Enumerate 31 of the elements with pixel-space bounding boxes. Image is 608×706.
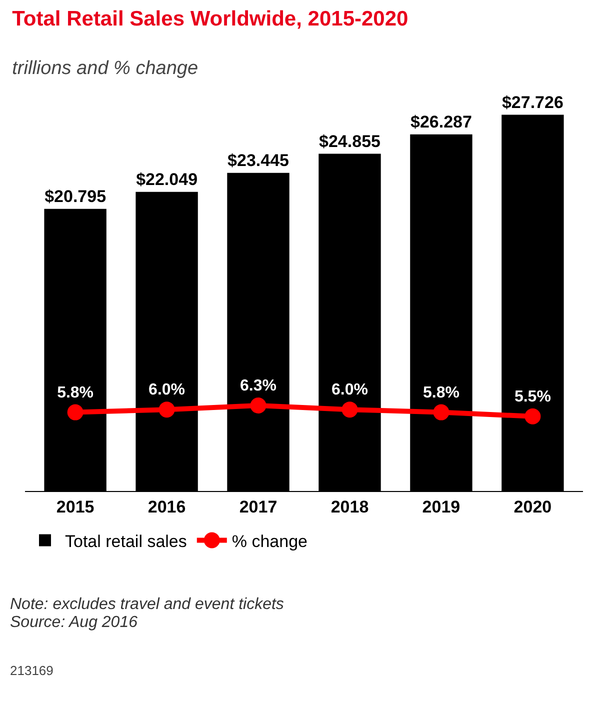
x-tick-label: 2015 [56,497,94,516]
data-label: 5.8% [57,384,94,402]
data-label: $22.049 [136,170,198,189]
data-label: $26.287 [410,112,472,132]
x-tick-label: 2020 [514,497,552,516]
point [67,404,84,420]
x-tick-label: 2016 [148,497,186,516]
data-label: 6.0% [148,382,186,399]
x-tick-label: 2018 [330,497,369,516]
chart-subtitle: trillions and % change [12,58,198,79]
data-label: $27.726 [502,92,564,112]
text: Note: excludes travel and event tickets [10,596,284,613]
data-label: 5.5% [514,388,551,406]
point [158,402,175,418]
data-label: $23.445 [228,150,289,170]
legend-label: Total retail sales [65,532,187,551]
chart-title: Total Retail Sales Worldwide, 2015-2020 [12,7,408,30]
text: 213169 [10,663,54,678]
data-label: $24.855 [319,132,380,151]
point [250,398,266,414]
x-tick-label: 2017 [239,497,278,516]
x-tick-label: 2019 [422,497,460,516]
point [433,404,450,420]
source-note: Source: Aug 2016 [10,614,138,631]
data-label: 5.8% [422,384,460,402]
data-label: $20.795 [44,186,106,206]
point [342,402,358,418]
legend-label: % change [232,532,308,551]
data-label: 6.0% [332,382,368,399]
point [524,408,541,424]
data-label: 6.3% [240,378,276,395]
